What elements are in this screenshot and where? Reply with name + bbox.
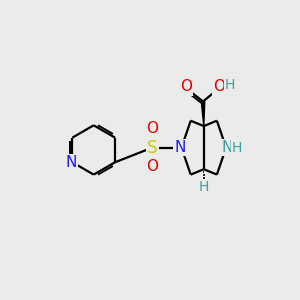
Polygon shape: [201, 101, 205, 126]
Text: N: N: [174, 140, 186, 155]
Text: O: O: [146, 159, 158, 174]
Text: O: O: [213, 79, 225, 94]
Text: S: S: [147, 139, 158, 157]
Text: H: H: [199, 180, 209, 194]
Text: N: N: [221, 140, 232, 155]
Text: N: N: [66, 155, 77, 170]
Text: H: H: [225, 77, 235, 92]
Text: O: O: [146, 121, 158, 136]
Text: H: H: [232, 141, 242, 155]
Text: O: O: [180, 79, 192, 94]
